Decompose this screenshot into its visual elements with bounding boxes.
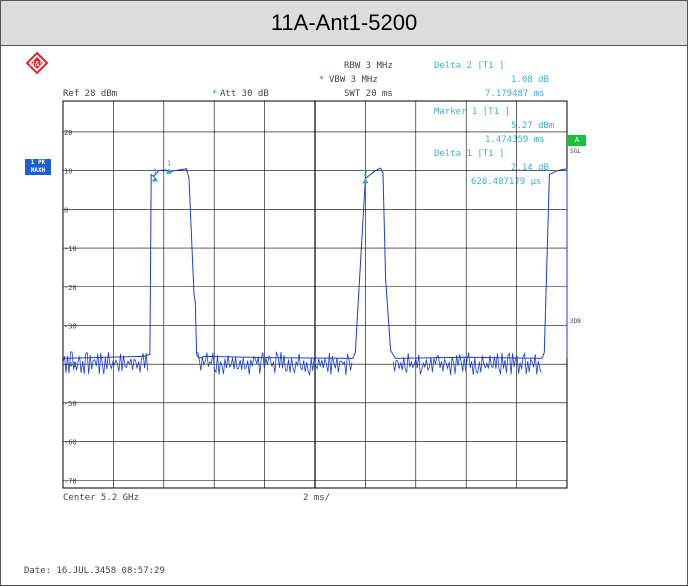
att-asterisk: *	[212, 89, 218, 99]
y-tick-label: 0	[64, 206, 68, 214]
marker-label: 2	[363, 169, 367, 177]
marker-label: 1	[167, 160, 171, 168]
threshold-3db-label: 3DB	[570, 318, 581, 325]
y-tick-label: -10	[64, 245, 77, 253]
sgl-label: SGL	[570, 148, 581, 155]
delta2-label: Delta 2 [T1 ]	[434, 61, 505, 71]
marker-point	[362, 178, 369, 184]
y-tick-label: -50	[64, 400, 77, 408]
vbw-label: VBW 3 MHz	[329, 75, 378, 85]
delta1-value: 2.14 dB	[511, 163, 549, 173]
y-tick-label: -40	[64, 361, 77, 369]
delta2-value: 1.08 dB	[511, 75, 549, 85]
marker1-label: Marker 1 [T1 ]	[434, 107, 510, 117]
marker1-value: 5.27 dBm	[511, 121, 555, 131]
att-label: Att 30 dB	[220, 89, 269, 99]
marker-point	[151, 176, 158, 182]
rs-logo-icon: R&S	[25, 51, 49, 75]
title-bar: 11A-Ant1-5200	[1, 1, 687, 46]
marker-point	[165, 168, 172, 174]
y-tick-label: 20	[64, 129, 72, 137]
page-title: 11A-Ant1-5200	[270, 10, 418, 35]
vbw-asterisk: *	[319, 75, 325, 85]
trace-mode-badge-maxh: MAXH	[25, 167, 51, 175]
channel-a-badge: A	[568, 135, 586, 146]
delta2-time: 7.179487 ms	[485, 89, 545, 99]
marker-label: 1	[153, 167, 157, 175]
delta1-time: 628.487179 µs	[471, 177, 542, 187]
date-label: Date: 16.JUL.3458 08:57:29	[24, 566, 165, 576]
ref-label: Ref 28 dBm	[63, 89, 118, 99]
y-tick-label: -30	[64, 322, 77, 330]
swt-label: SWT 20 ms	[344, 89, 393, 99]
y-tick-label: -60	[64, 439, 77, 447]
y-tick-label: -20	[64, 284, 77, 292]
trace-mode-badge-pk: 1 PK	[25, 159, 51, 167]
span-per-division-label: 2 ms/	[303, 493, 331, 503]
y-tick-label: 10	[64, 168, 72, 176]
noise-floor-trace	[62, 350, 542, 377]
delta1-label: Delta 1 [T1 ]	[434, 149, 505, 159]
rbw-label: RBW 3 MHz	[344, 61, 393, 71]
marker1-time: 1.474359 ms	[485, 135, 545, 145]
y-tick-label: -70	[64, 477, 77, 485]
center-frequency-label: Center 5.2 GHz	[63, 493, 139, 503]
svg-text:R&S: R&S	[30, 61, 45, 68]
